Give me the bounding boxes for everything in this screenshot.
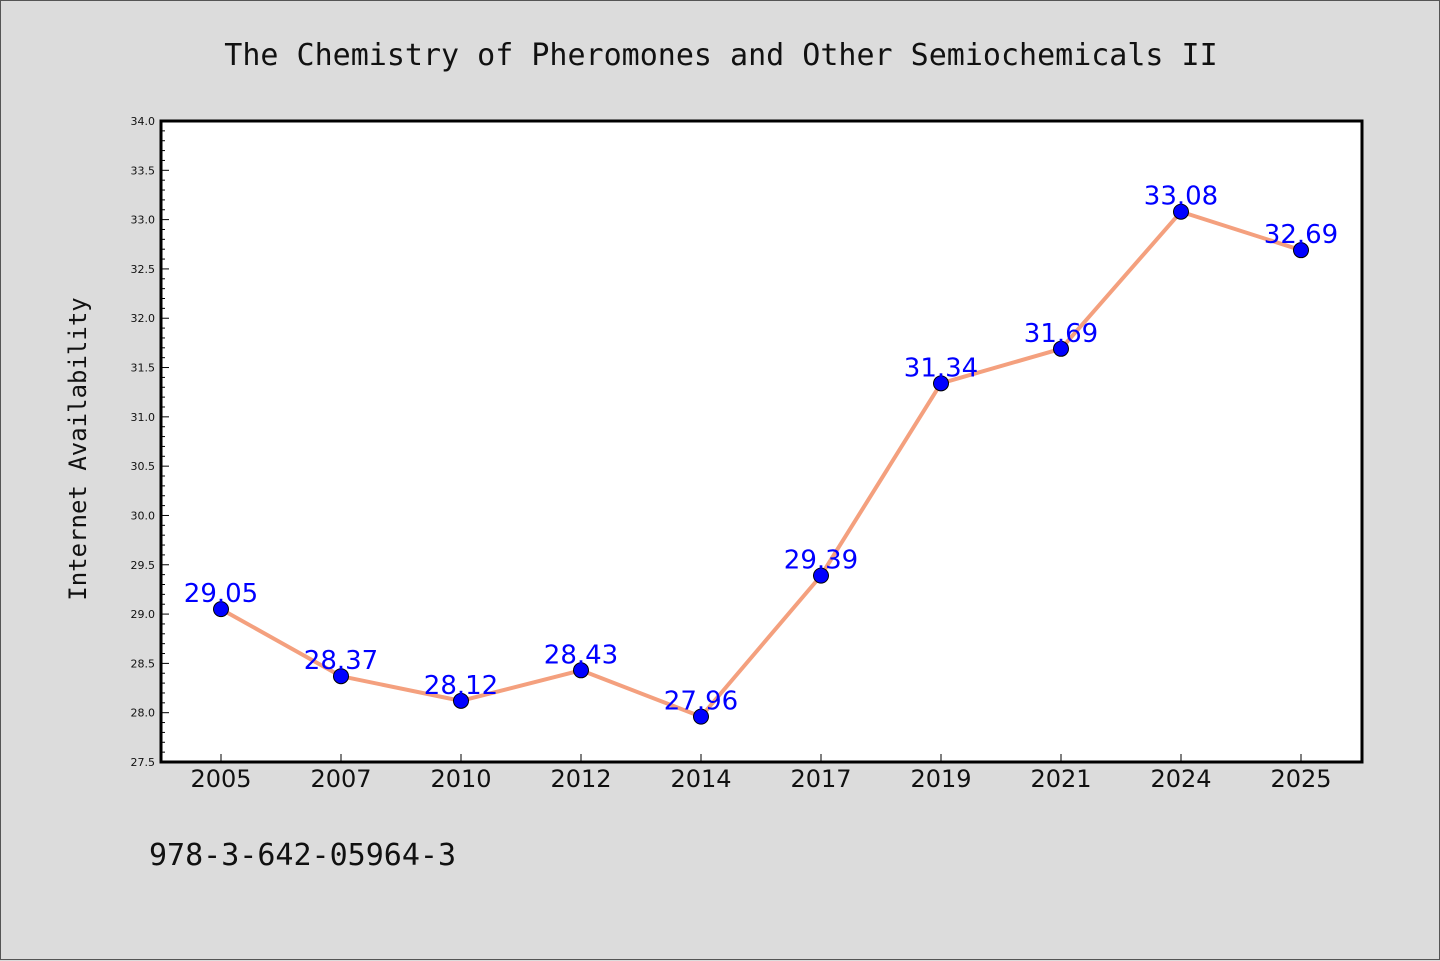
y-tick-label: 31.0 bbox=[131, 411, 156, 424]
data-point bbox=[1173, 203, 1189, 220]
data-point bbox=[1053, 340, 1069, 357]
chart-title: The Chemistry of Pheromones and Other Se… bbox=[224, 38, 1217, 73]
data-label: 28.37 bbox=[304, 646, 378, 676]
x-tick-label: 2024 bbox=[1150, 765, 1211, 793]
y-axis-label: Internet Availability bbox=[64, 297, 92, 600]
y-tick-label: 28.0 bbox=[131, 707, 156, 720]
data-point bbox=[213, 601, 229, 618]
y-tick-label: 34.0 bbox=[131, 115, 156, 128]
y-tick-label: 27.5 bbox=[131, 756, 156, 769]
y-axis-ticks: 27.5 28.0 28.5 29.0 29.5 30.0 30.5 31.0 31.5 32.0… bbox=[131, 115, 169, 769]
data-label: 32.69 bbox=[1264, 220, 1338, 250]
y-tick-label: 32.0 bbox=[131, 312, 156, 325]
data-label: 27.96 bbox=[664, 687, 738, 717]
data-point bbox=[933, 375, 949, 392]
y-tick-label: 28.5 bbox=[131, 657, 156, 670]
plot-area bbox=[159, 119, 1364, 764]
y-tick-label: 33.5 bbox=[131, 164, 156, 177]
data-point bbox=[453, 692, 469, 709]
data-label: 33.08 bbox=[1144, 182, 1218, 212]
data-label: 31.69 bbox=[1024, 319, 1098, 349]
x-tick-label: 2014 bbox=[670, 765, 731, 793]
x-tick-label: 2021 bbox=[1030, 765, 1091, 793]
data-point bbox=[813, 567, 829, 584]
y-tick-label: 32.5 bbox=[131, 263, 156, 276]
series-markers bbox=[213, 203, 1309, 725]
y-tick-label: 29.0 bbox=[131, 608, 156, 621]
series-line bbox=[220, 209, 1302, 719]
x-tick-label: 2019 bbox=[910, 765, 971, 793]
data-point bbox=[693, 708, 709, 725]
x-tick-label: 2017 bbox=[790, 765, 851, 793]
y-tick-label: 30.5 bbox=[131, 460, 156, 473]
x-axis-ticks: 2005 2007 2010 2012 2014 2017 2019 2021 2024 2025 bbox=[190, 754, 1332, 793]
data-label: 28.12 bbox=[424, 671, 498, 701]
y-tick-label: 31.5 bbox=[131, 362, 156, 375]
data-point bbox=[573, 662, 589, 679]
x-tick-label: 2025 bbox=[1270, 765, 1331, 793]
y-tick-label: 30.0 bbox=[131, 509, 156, 522]
data-label: 29.05 bbox=[184, 579, 258, 609]
footer-isbn: 978-3-642-05964-3 bbox=[149, 838, 456, 873]
data-label: 29.39 bbox=[784, 546, 858, 576]
data-label: 31.34 bbox=[904, 353, 978, 383]
x-tick-label: 2005 bbox=[190, 765, 251, 793]
y-tick-label: 29.5 bbox=[131, 559, 156, 572]
data-labels: 29.05 28.37 28.12 28.43 27.96 29.39 31.34 31.69… bbox=[184, 182, 1338, 717]
data-point bbox=[333, 668, 349, 685]
data-point bbox=[1293, 242, 1309, 259]
data-label: 28.43 bbox=[544, 640, 618, 670]
y-tick-label: 33.0 bbox=[131, 214, 156, 227]
x-tick-label: 2012 bbox=[550, 765, 611, 793]
x-tick-label: 2007 bbox=[310, 765, 371, 793]
x-tick-label: 2010 bbox=[430, 765, 491, 793]
